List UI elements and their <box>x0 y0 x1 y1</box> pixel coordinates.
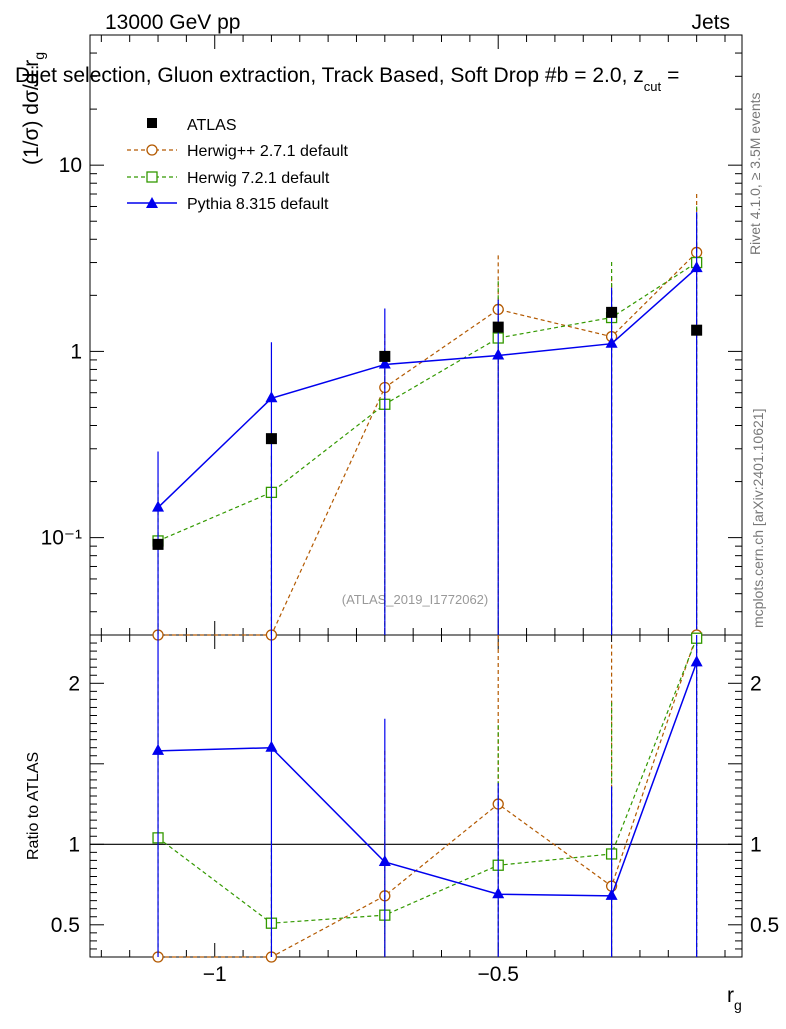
ratio-y-tick-label-right: 1 <box>750 833 762 856</box>
ratio-pythia-point <box>378 855 391 867</box>
main-pythia-point <box>152 500 165 512</box>
ratio-pythia-point <box>690 655 703 667</box>
main-y-tick-label: 10 <box>59 154 82 177</box>
legend: ATLAS Herwig++ 2.7.1 default Herwig 7.2.… <box>127 117 349 213</box>
main-pythia-point <box>492 348 505 360</box>
main-atlas-point <box>691 324 703 336</box>
category-label: Jets <box>691 11 730 34</box>
ratio-axes: −1 −0.5 0.5 0.5 1 1 2 2 <box>51 634 779 986</box>
ratio-y-tick-label: 1 <box>68 833 80 856</box>
ratio-x-tick-label: −0.5 <box>477 963 518 986</box>
main-pythia-point <box>605 336 618 348</box>
plot-title-eq: = 2.0, z <box>574 64 643 87</box>
main-y-tick-label: 1 <box>70 340 82 363</box>
ratio-y-tick-label-right: 2 <box>750 672 762 695</box>
ratio-pythia-point <box>265 740 278 752</box>
main-pythia-point <box>690 261 703 273</box>
ratio-pythia-point <box>152 743 165 755</box>
mcplots-label: mcplots.cern.ch [arXiv:2401.10621] <box>750 409 766 628</box>
ratio-herwigpp-line <box>158 634 698 958</box>
ratio-pythia-point <box>605 888 618 900</box>
ratio-ylabel: Ratio to ATLAS <box>25 752 42 860</box>
plot-title-main: Dijet selection, Gluon extraction, Track… <box>15 64 568 87</box>
ratio-x-tick-label: −1 <box>203 963 227 986</box>
legend-pythia-marker <box>146 197 158 208</box>
energy-label: 13000 GeV pp <box>105 11 240 34</box>
main-atlas-point <box>492 321 504 333</box>
main-atlas-point <box>606 306 618 318</box>
legend-herwigpp-marker <box>146 144 158 156</box>
plot-title-sub: cut <box>644 79 662 94</box>
analysis-watermark: (ATLAS_2019_I1772062) <box>342 592 488 607</box>
legend-herwig7-label: Herwig 7.2.1 default <box>187 170 330 187</box>
legend-pythia-label: Pythia 8.315 default <box>187 196 329 213</box>
main-pythia-point <box>378 357 391 369</box>
ratio-y-tick-label: 2 <box>68 672 80 695</box>
main-pythia-point <box>265 391 278 403</box>
main-atlas-point <box>265 433 277 445</box>
rivet-label: Rivet 4.1.0, ≥ 3.5M events <box>747 92 763 255</box>
legend-atlas-marker <box>147 118 157 128</box>
legend-herwigpp-label: Herwig++ 2.7.1 default <box>187 143 349 160</box>
main-atlas-point <box>152 538 164 550</box>
ratio-pythia-line <box>158 662 698 897</box>
legend-herwig7-marker <box>146 171 158 183</box>
plot-title: Dijet selection, Gluon extraction, Track… <box>15 64 679 94</box>
ratio-series <box>152 629 703 963</box>
ratio-y-tick-label: 0.5 <box>51 914 80 937</box>
main-herwigpp-line <box>158 251 698 636</box>
main-ylabel: (1/σ) dσ/d rg <box>20 52 47 165</box>
ratio-herwig7-line <box>157 637 698 924</box>
ratio-pythia-point <box>492 887 505 899</box>
ratio-y-tick-label-right: 0.5 <box>750 914 779 937</box>
legend-atlas-label: ATLAS <box>187 117 237 134</box>
main-y-tick-label: 10⁻¹ <box>41 527 82 550</box>
main-pythia-line <box>157 267 698 509</box>
main-series <box>152 194 703 641</box>
plot-title-tail: = <box>667 64 679 87</box>
main-herwig7-line <box>157 262 697 542</box>
main-atlas-point <box>379 350 391 362</box>
